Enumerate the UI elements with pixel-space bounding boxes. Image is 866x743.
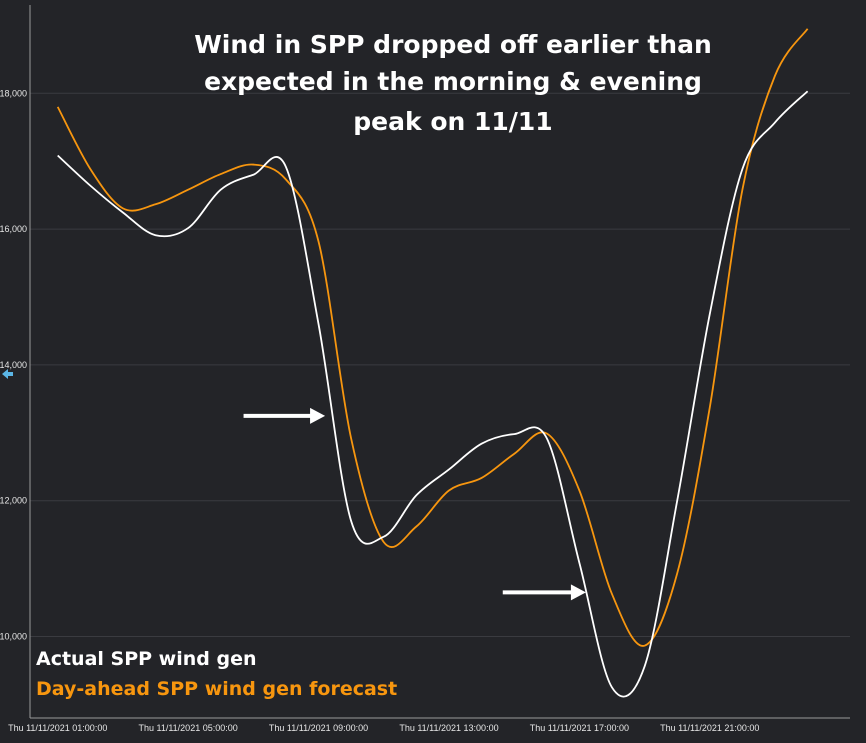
x-tick-label: Thu 11/11/2021 21:00:00 (660, 723, 759, 733)
x-tick-label: Thu 11/11/2021 01:00:00 (8, 723, 107, 733)
y-tick-label: 16,000 (0, 224, 27, 234)
y-tick-label: 14,000 (0, 360, 27, 370)
chart-title-line-2: expected in the morning & evening (204, 67, 702, 96)
y-tick-label: 18,000 (0, 88, 27, 98)
y-tick-labels: 10,000 12,000 14,000 16,000 18,000 (0, 88, 27, 641)
x-tick-label: Thu 11/11/2021 09:00:00 (269, 723, 368, 733)
chart-title-line-3: peak on 11/11 (353, 107, 552, 136)
grid (30, 92, 850, 638)
annotation-arrows (243, 407, 586, 601)
y-tick-label: 12,000 (0, 496, 27, 506)
y-tick-label: 10,000 (0, 632, 27, 642)
series-lines (56, 28, 809, 698)
x-tick-label: Thu 11/11/2021 05:00:00 (138, 723, 237, 733)
x-tick-labels: Thu 11/11/2021 01:00:00 Thu 11/11/2021 05… (8, 723, 759, 733)
arrow-head-icon (570, 584, 586, 601)
series-line-actual (57, 90, 809, 698)
series-line-forecast (56, 28, 809, 647)
x-tick-label: Thu 11/11/2021 17:00:00 (530, 723, 629, 733)
legend-actual: Actual SPP wind gen (36, 648, 257, 670)
arrow-head-icon (310, 407, 326, 424)
legend-forecast: Day-ahead SPP wind gen forecast (36, 678, 397, 700)
chart-title-line-1: Wind in SPP dropped off earlier than (194, 30, 712, 59)
x-tick-label: Thu 11/11/2021 13:00:00 (399, 723, 498, 733)
scroll-left-icon[interactable] (2, 369, 13, 379)
